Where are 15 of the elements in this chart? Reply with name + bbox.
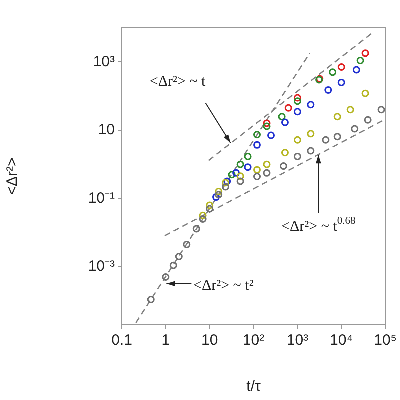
x-tick-label: 1 [162, 332, 170, 350]
y-tick-label: 10⁻¹ [88, 190, 115, 207]
x-tick-label: 10⁴ [330, 332, 354, 350]
annotation: <Δr²> ~ t [150, 74, 207, 90]
x-axis-title: t/τ [246, 378, 261, 396]
x-tick-label: 10 [202, 332, 218, 350]
x-tick-label: 10² [242, 332, 265, 350]
x-tick-label: 10⁵ [374, 332, 397, 350]
y-tick-label: 10³ [93, 53, 115, 70]
annotation: <Δr²> ~ t² [194, 278, 254, 294]
y-tick-label: 10 [98, 122, 115, 139]
x-tick-label: 0.1 [112, 332, 132, 350]
y-tick-label: 10⁻³ [88, 258, 115, 276]
y-axis-title: <Δr²> [4, 157, 22, 196]
x-tick-label: 10³ [286, 332, 309, 350]
